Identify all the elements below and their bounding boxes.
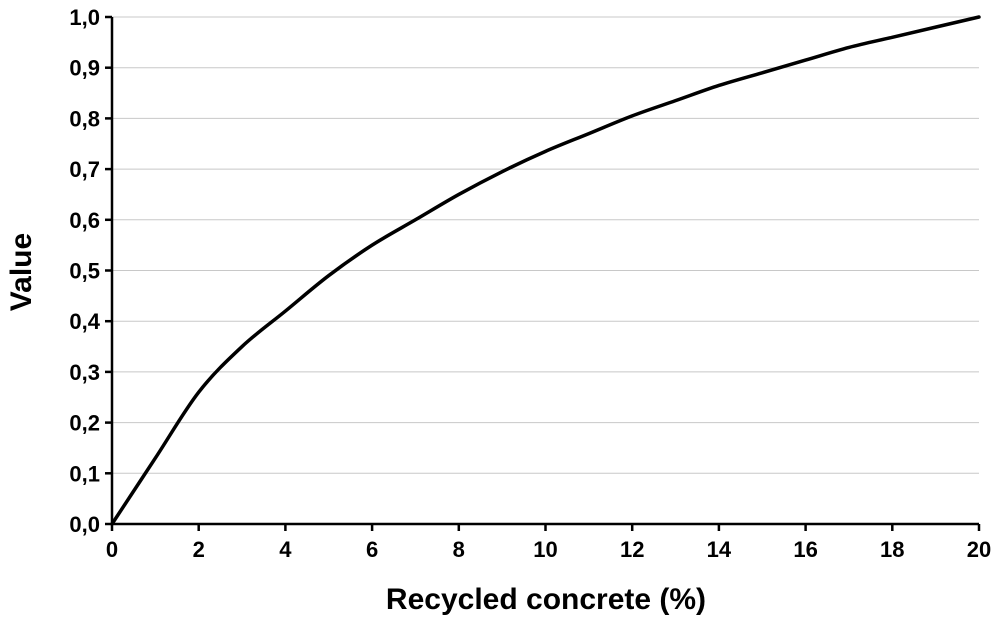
tick-marks xyxy=(105,15,981,531)
x-tick-label: 8 xyxy=(453,537,465,562)
x-tick-label: 6 xyxy=(366,537,378,562)
y-tick-label: 0,5 xyxy=(69,259,100,284)
x-tick-label: 4 xyxy=(279,537,292,562)
series-line-0 xyxy=(110,15,981,526)
x-tick-label: 10 xyxy=(533,537,557,562)
y-tick-label: 0,7 xyxy=(69,157,100,182)
y-tick-label: 0,2 xyxy=(69,411,100,436)
y-tick-label: 0,0 xyxy=(69,512,100,537)
x-tick-label: 16 xyxy=(793,537,817,562)
x-tick-label: 2 xyxy=(193,537,205,562)
y-tick-labels: 0,0 0,1 0,2 0,3 0,4 0,5 0,6 0,7 0,8 0,9 1,0 xyxy=(69,5,100,537)
y-tick-label: 0,4 xyxy=(69,309,100,334)
gridlines xyxy=(112,16,979,474)
x-tick-label: 20 xyxy=(967,537,991,562)
y-tick-label: 1,0 xyxy=(69,5,100,30)
y-tick-label: 0,8 xyxy=(69,106,100,131)
x-tick-labels: 0 2 4 6 8 10 12 14 16 18 20 xyxy=(106,537,991,562)
y-tick-label: 0,6 xyxy=(69,208,100,233)
y-axis-title: Value xyxy=(5,233,38,311)
x-tick-label: 0 xyxy=(106,537,118,562)
y-tick-label: 0,3 xyxy=(69,360,100,385)
y-tick-label: 0,9 xyxy=(69,56,100,81)
y-tick-label: 0,1 xyxy=(69,461,100,486)
x-tick-label: 14 xyxy=(707,537,732,562)
x-tick-label: 18 xyxy=(880,537,904,562)
x-tick-label: 12 xyxy=(620,537,644,562)
series xyxy=(110,15,981,526)
x-axis-title: Recycled concrete (%) xyxy=(386,583,706,616)
